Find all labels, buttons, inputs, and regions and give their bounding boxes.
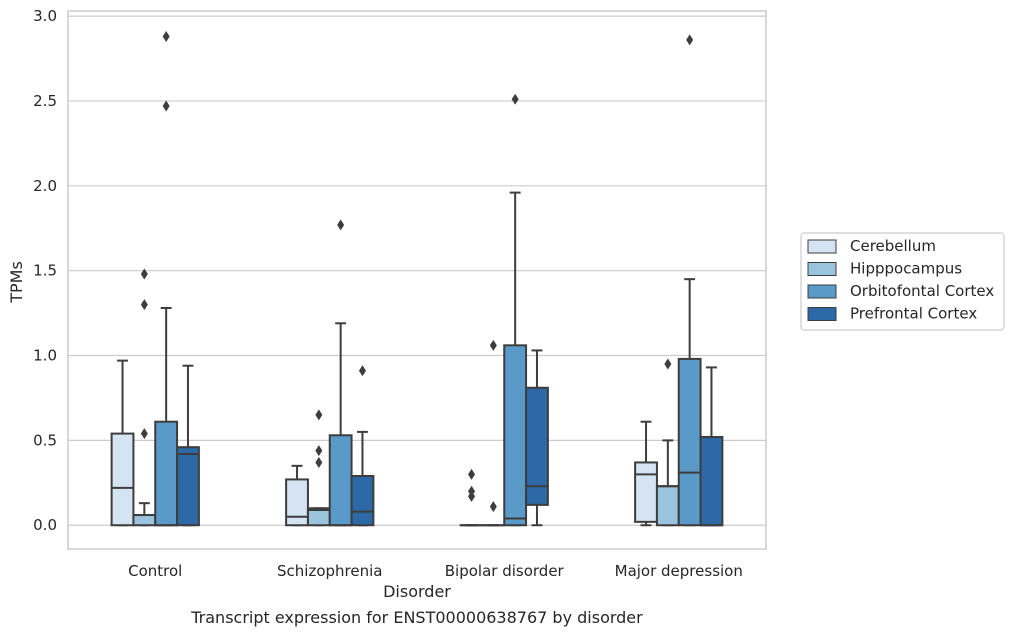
- box-group: [306, 409, 331, 527]
- outlier-point: [511, 93, 519, 105]
- legend-swatch: [807, 262, 837, 276]
- y-tick-label: 2.0: [33, 177, 57, 195]
- legend-swatch: [807, 284, 837, 299]
- x-tick-label: Schizophrenia: [277, 562, 382, 580]
- box-group: [110, 359, 135, 527]
- y-axis-label: TPMs: [7, 261, 26, 304]
- box-group: [328, 219, 353, 527]
- box-group: [634, 420, 658, 527]
- y-tick-label: 0.0: [33, 516, 57, 534]
- box-group: [285, 464, 309, 527]
- box: [110, 432, 135, 527]
- x-tick-label: Control: [128, 562, 182, 580]
- outlier-point: [468, 485, 476, 497]
- box: [350, 475, 375, 527]
- y-axis-ticks: 0.0 0.5 1.0 1.5 2.0 2.5 3.0: [33, 7, 57, 534]
- outlier-point: [140, 299, 148, 311]
- box-group: [132, 268, 157, 527]
- box: [525, 386, 549, 506]
- outlier-point: [315, 445, 323, 457]
- x-axis-label: Disorder: [383, 582, 451, 601]
- gridlines: [68, 15, 766, 526]
- box: [677, 357, 702, 527]
- chart-title: Transcript expression for ENST0000063876…: [190, 608, 643, 627]
- box-group: [525, 349, 549, 527]
- outlier-point: [315, 456, 323, 468]
- legend-label: Cerebellum: [850, 237, 936, 255]
- box: [634, 461, 658, 523]
- box-group: [176, 364, 200, 527]
- box: [699, 435, 724, 527]
- box-group: [481, 339, 506, 527]
- legend-swatch: [807, 239, 837, 254]
- outlier-point: [140, 268, 148, 280]
- y-tick-label: 2.5: [33, 92, 57, 110]
- box-group: [503, 93, 528, 527]
- legend-label: Orbitofontal Cortex: [850, 282, 994, 300]
- box-group: [350, 365, 375, 527]
- y-tick-label: 1.0: [33, 347, 57, 365]
- outlier-point: [686, 34, 694, 46]
- x-tick-label: Bipolar disorder: [445, 562, 565, 580]
- outlier-point: [140, 428, 148, 440]
- outlier-point: [664, 358, 672, 370]
- outlier-point: [162, 30, 170, 42]
- legend: Cerebellum Hipppocampus Orbitofontal Corte…: [800, 232, 1005, 331]
- outlier-point: [358, 365, 366, 377]
- box-groups: [110, 30, 724, 527]
- box-group: [459, 468, 484, 527]
- box-group: [677, 34, 702, 527]
- outlier-point: [315, 409, 323, 421]
- legend-label: Prefrontal Cortex: [850, 305, 977, 323]
- x-axis-ticks: Control Schizophrenia Bipolar disorder Majo…: [128, 562, 743, 580]
- box-group: [699, 366, 724, 527]
- box: [328, 434, 353, 527]
- legend-frame: [800, 232, 1005, 331]
- box: [285, 478, 309, 527]
- x-tick-label: Major depression: [615, 562, 743, 580]
- plot-frame: [67, 10, 767, 550]
- box: [655, 485, 680, 527]
- outlier-point: [489, 339, 497, 351]
- box: [176, 446, 200, 527]
- outlier-point: [468, 468, 476, 480]
- outlier-point: [489, 501, 497, 513]
- legend-swatch: [807, 307, 837, 321]
- outlier-point: [337, 219, 345, 231]
- y-tick-label: 1.5: [33, 262, 57, 280]
- outlier-point: [162, 100, 170, 112]
- box: [154, 420, 179, 527]
- box-group: [655, 358, 680, 527]
- y-tick-label: 3.0: [33, 7, 57, 25]
- y-tick-label: 0.5: [33, 431, 57, 449]
- box: [132, 514, 157, 527]
- box: [503, 344, 528, 527]
- legend-label: Hipppocampus: [850, 260, 962, 278]
- box-group: [154, 30, 179, 527]
